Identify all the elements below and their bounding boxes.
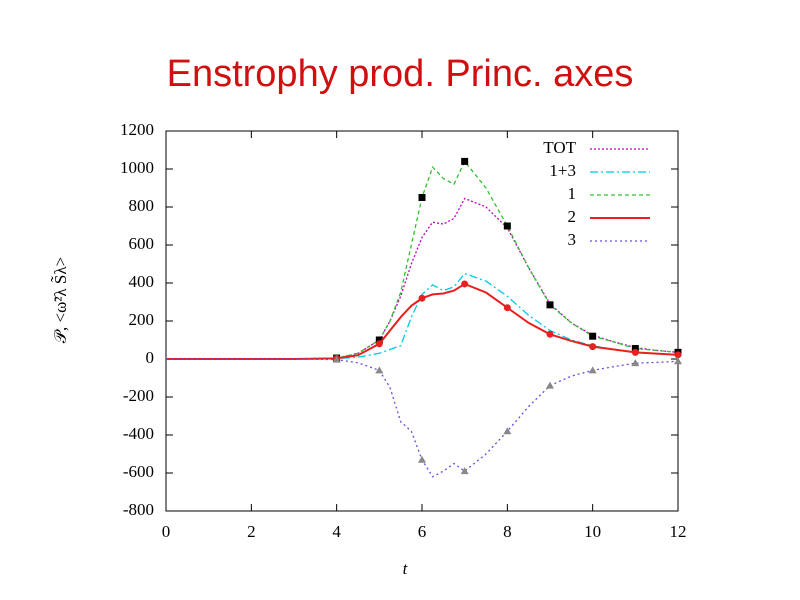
marker — [631, 359, 640, 367]
marker — [546, 301, 554, 309]
marker — [674, 351, 682, 359]
x-tick-label: 2 — [247, 522, 256, 541]
y-tick-label: 200 — [129, 310, 155, 329]
legend-label: 3 — [568, 230, 577, 249]
y-tick-label: 1000 — [120, 158, 154, 177]
legend-label: 1+3 — [549, 161, 576, 180]
marker — [461, 157, 469, 165]
plot-frame — [165, 130, 679, 512]
series-line — [166, 160, 679, 360]
y-tick-label: -400 — [123, 424, 154, 443]
y-tick-label: 600 — [129, 234, 155, 253]
legend-label: 1 — [568, 184, 577, 203]
marker — [589, 343, 597, 351]
marker — [418, 455, 426, 463]
marker — [375, 366, 384, 374]
y-tick-label: -800 — [123, 500, 154, 519]
marker — [588, 366, 597, 374]
x-tick-label: 6 — [418, 522, 427, 541]
marker — [418, 194, 426, 201]
marker — [332, 355, 341, 363]
marker — [631, 345, 639, 353]
x-tick-label: 0 — [162, 522, 171, 541]
chart-title: Enstrophy prod. Princ. axes — [167, 53, 634, 95]
y-tick-label: 400 — [129, 272, 155, 291]
legend-label: TOT — [543, 138, 576, 157]
marker — [375, 340, 383, 348]
marker — [546, 330, 554, 338]
y-tick-label: 0 — [146, 348, 155, 367]
marker — [375, 336, 383, 344]
marker — [503, 304, 511, 312]
y-axis-label: 𝒫, <ω̃²λ S̃λ> — [51, 257, 70, 343]
series-line — [166, 272, 679, 360]
y-tick-label: 800 — [129, 196, 155, 215]
marker — [546, 381, 554, 389]
marker — [631, 348, 639, 356]
legend-label: 2 — [568, 207, 577, 226]
marker — [503, 222, 511, 230]
marker — [461, 280, 469, 288]
y-tick-label: 1200 — [120, 120, 154, 139]
marker — [589, 332, 597, 340]
x-tick-label: 12 — [670, 522, 687, 541]
series-line — [166, 197, 679, 360]
y-tick-label: -200 — [123, 386, 154, 405]
marker — [418, 294, 426, 302]
marker — [503, 427, 512, 435]
x-tick-label: 10 — [584, 522, 601, 541]
marker — [674, 357, 682, 365]
x-axis-label: t — [403, 559, 409, 578]
x-tick-label: 8 — [503, 522, 512, 541]
x-tick-label: 4 — [332, 522, 341, 541]
y-tick-label: -600 — [123, 462, 154, 481]
marker — [460, 467, 469, 475]
